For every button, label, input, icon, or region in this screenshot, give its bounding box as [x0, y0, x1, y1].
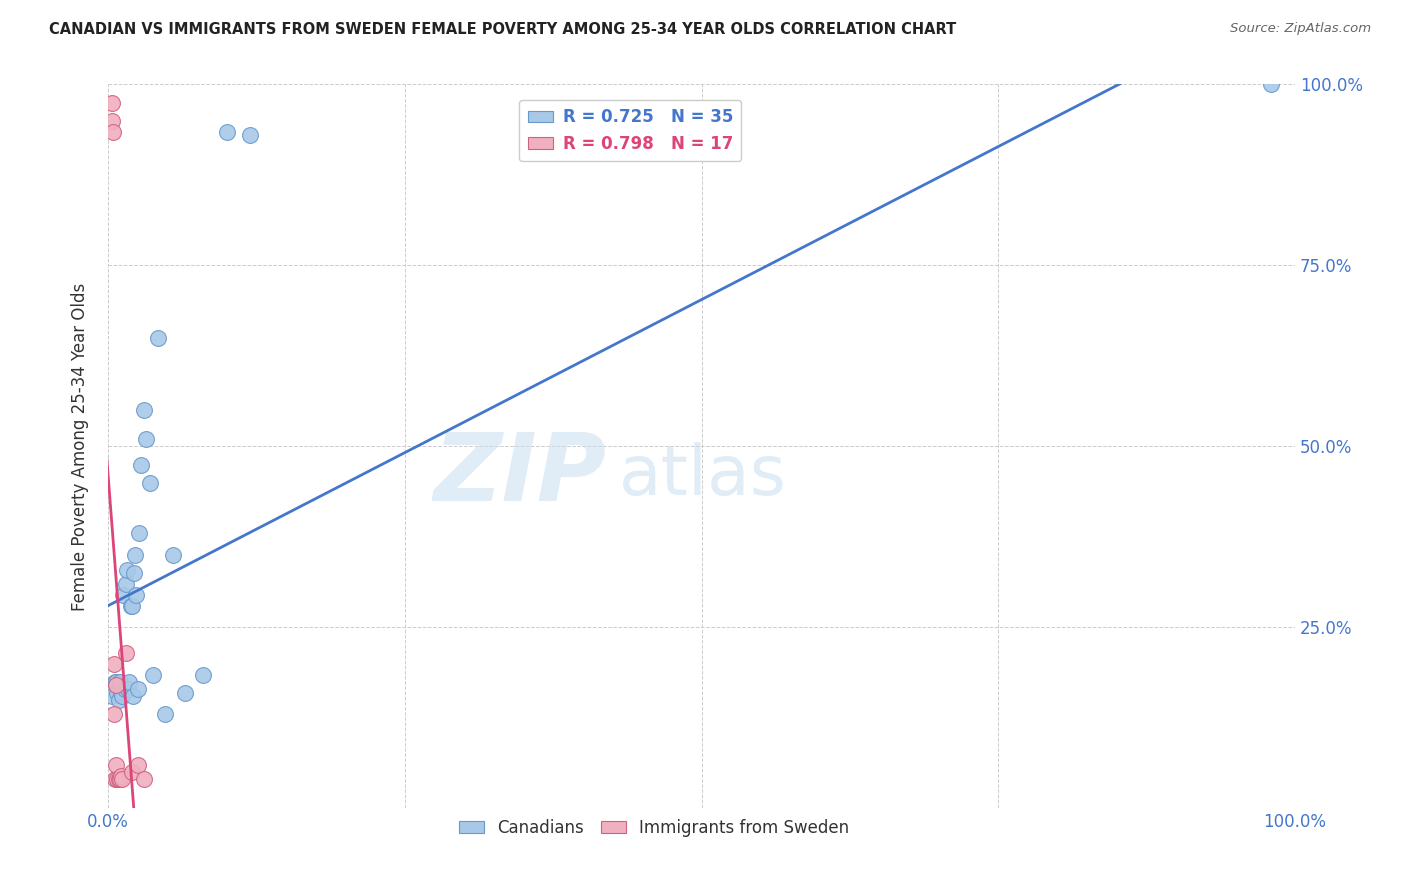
Point — [100, 95, 122, 110]
Point — [115, 562, 138, 576]
Point — [118, 674, 141, 689]
Point — [110, 685, 132, 699]
Point — [105, 758, 128, 772]
Point — [105, 678, 128, 692]
Point — [124, 548, 146, 562]
Point — [100, 113, 122, 128]
Point — [103, 707, 125, 722]
Point — [112, 588, 135, 602]
Point — [111, 690, 134, 704]
Point — [114, 646, 136, 660]
Point — [103, 657, 125, 671]
Point — [142, 667, 165, 681]
Point — [122, 690, 145, 704]
Point — [104, 674, 127, 689]
Point — [114, 577, 136, 591]
Point — [107, 693, 129, 707]
Point — [215, 124, 238, 138]
Point — [100, 690, 122, 704]
Point — [132, 403, 155, 417]
Point — [162, 548, 184, 562]
Text: CANADIAN VS IMMIGRANTS FROM SWEDEN FEMALE POVERTY AMONG 25-34 YEAR OLDS CORRELAT: CANADIAN VS IMMIGRANTS FROM SWEDEN FEMAL… — [49, 22, 956, 37]
Point — [107, 685, 129, 699]
Point — [174, 685, 197, 699]
Point — [135, 432, 157, 446]
Point — [107, 772, 129, 787]
Point — [153, 707, 176, 722]
Point — [120, 599, 142, 613]
Point — [110, 769, 132, 783]
Point — [138, 475, 160, 490]
Point — [146, 331, 169, 345]
Point — [127, 758, 149, 772]
Point — [191, 667, 214, 681]
Text: Source: ZipAtlas.com: Source: ZipAtlas.com — [1230, 22, 1371, 36]
Point — [127, 681, 149, 696]
Point — [1260, 78, 1282, 92]
Point — [105, 674, 128, 689]
Y-axis label: Female Poverty Among 25-34 Year Olds: Female Poverty Among 25-34 Year Olds — [72, 282, 89, 610]
Point — [121, 599, 143, 613]
Point — [122, 566, 145, 581]
Point — [125, 588, 148, 602]
Point — [111, 772, 134, 787]
Point — [239, 128, 262, 142]
Point — [104, 772, 127, 787]
Point — [101, 124, 124, 138]
Point — [121, 765, 143, 780]
Text: atlas: atlas — [619, 442, 786, 509]
Point — [114, 681, 136, 696]
Point — [128, 526, 150, 541]
Point — [132, 772, 155, 787]
Legend: Canadians, Immigrants from Sweden: Canadians, Immigrants from Sweden — [453, 813, 856, 844]
Point — [107, 772, 129, 787]
Point — [108, 674, 131, 689]
Text: ZIP: ZIP — [433, 429, 606, 522]
Point — [108, 772, 131, 787]
Point — [129, 458, 152, 472]
Point — [117, 681, 139, 696]
